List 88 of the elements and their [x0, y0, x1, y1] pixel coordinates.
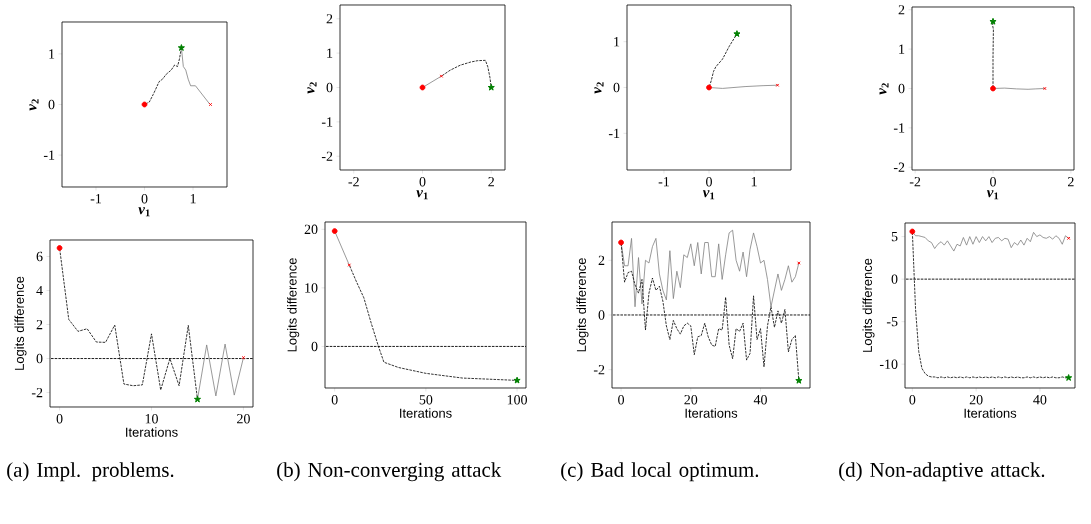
- text: (d) Non-adaptive attack.: [839, 462, 1045, 482]
- y-tick-label: -1: [43, 150, 55, 160]
- y-axis-title: v$_{2}$: [307, 82, 317, 94]
- point: [706, 84, 712, 91]
- y-axis-title: Logits difference: [862, 258, 875, 352]
- y-tick-label: -1: [608, 128, 620, 138]
- x-tick-label: 10: [145, 414, 158, 424]
- y-tick-label: 2: [598, 255, 605, 265]
- x-tick-label: 2: [1068, 177, 1074, 187]
- point: [1066, 236, 1071, 241]
- point: [347, 263, 352, 267]
- y-tick-label: 5: [891, 231, 898, 242]
- y-tick-label: 10: [305, 283, 318, 293]
- y-axis-title: Logits difference: [576, 258, 589, 352]
- y-tick-label: -1: [321, 117, 333, 127]
- y-tick-label: -2: [893, 162, 905, 172]
- y-tick-label: -2: [31, 387, 43, 398]
- y-tick-label: 0: [613, 82, 620, 93]
- text: (a) Impl. problems.: [7, 462, 174, 482]
- x-tick-label: 0: [990, 177, 996, 187]
- point: [331, 228, 338, 234]
- x-tick-label: 0: [706, 177, 712, 187]
- x-axis-title: v$_{1}$: [416, 190, 428, 200]
- y-tick-label: 20: [304, 224, 318, 235]
- x-tick-label: 20: [969, 395, 983, 405]
- y-tick-label: 0: [48, 99, 55, 110]
- point: [56, 245, 63, 251]
- x-axis-title: Iterations: [685, 408, 738, 418]
- y-axis-title: Logits difference: [14, 276, 27, 370]
- x-tick-label: 0: [56, 414, 63, 424]
- y-axis-title: v$_{2}$: [594, 82, 604, 94]
- text: (c) Bad local optimum.: [561, 462, 759, 482]
- x-axis-title: Iterations: [126, 427, 178, 437]
- x-tick-label: 50: [419, 395, 433, 405]
- x-tick-label: 20: [237, 414, 250, 424]
- x-tick-label: -2: [348, 177, 359, 187]
- x-tick-label: 0: [419, 177, 426, 187]
- point: [241, 355, 246, 360]
- y-tick-label: 2: [326, 14, 333, 24]
- y-tick-label: 2: [36, 319, 43, 330]
- y-tick-label: 0: [898, 83, 905, 94]
- y-tick-label: 1: [899, 44, 905, 54]
- x-axis-title: v$_{1}$: [702, 190, 715, 200]
- point: [795, 376, 803, 384]
- y-axis-title: Logits difference: [287, 258, 300, 352]
- x-axis-title: Iterations: [400, 408, 452, 418]
- y-tick-label: 1: [614, 37, 620, 47]
- x-axis-title: v$_{1}$: [986, 190, 999, 200]
- y-tick-label: 2: [898, 5, 905, 15]
- point: [733, 30, 741, 37]
- y-tick-label: 0: [891, 274, 898, 284]
- point: [618, 239, 624, 246]
- x-tick-label: 2: [488, 177, 494, 187]
- x-tick-label: 40: [753, 395, 767, 405]
- point: [797, 261, 801, 265]
- y-tick-label: -1: [893, 123, 905, 133]
- x-tick-label: -2: [909, 177, 921, 187]
- x-axis-title: v$_{1}$: [138, 207, 150, 217]
- y-tick-label: 0: [326, 82, 333, 93]
- point: [513, 376, 521, 384]
- x-tick-label: 100: [507, 395, 527, 405]
- y-tick-label: -2: [321, 151, 333, 161]
- x-tick-label: -1: [90, 193, 101, 204]
- y-tick-label: 6: [36, 251, 43, 262]
- y-tick-label: 0: [598, 310, 605, 320]
- y-axis-title: v$_{2}$: [879, 83, 889, 95]
- y-tick-label: 1: [327, 48, 333, 58]
- y-tick-label: 0: [36, 353, 43, 364]
- y-tick-label: 1: [49, 49, 55, 59]
- text: (b) Non-converging attack: [277, 462, 502, 482]
- y-tick-label: 4: [36, 285, 43, 296]
- x-tick-label: 1: [751, 176, 757, 187]
- y-tick-label: -5: [886, 317, 898, 327]
- x-tick-label: 20: [684, 395, 698, 405]
- x-tick-label: 0: [141, 194, 148, 204]
- y-tick-label: -2: [593, 365, 605, 375]
- x-tick-label: 0: [909, 395, 916, 405]
- x-axis-title: Iterations: [964, 408, 1017, 418]
- y-axis-title: v$_{2}$: [29, 99, 39, 111]
- point: [775, 83, 780, 87]
- x-tick-label: 40: [1033, 395, 1047, 405]
- point: [909, 228, 916, 235]
- point: [193, 395, 202, 403]
- y-tick-label: -10: [879, 359, 898, 369]
- x-tick-label: -1: [658, 176, 669, 187]
- y-tick-label: 0: [311, 341, 318, 352]
- x-tick-label: 1: [190, 193, 196, 204]
- point: [1065, 374, 1073, 381]
